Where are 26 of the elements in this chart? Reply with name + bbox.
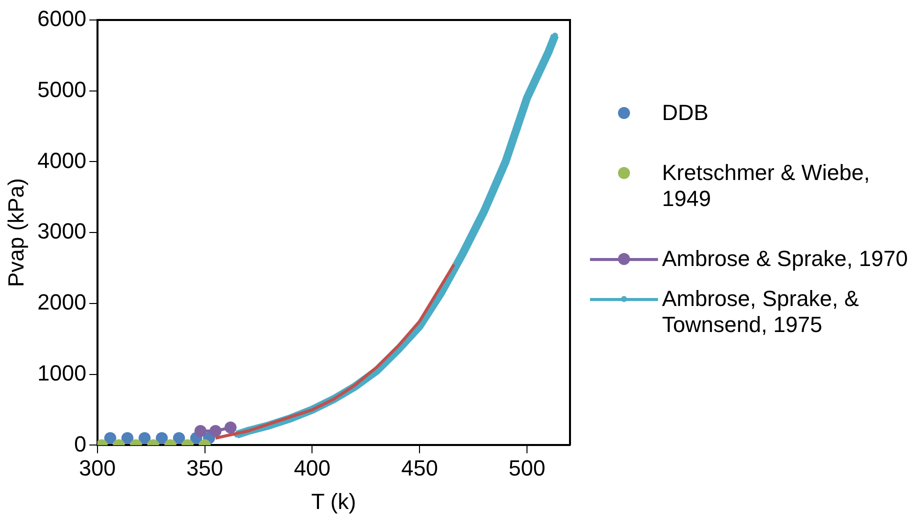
point xyxy=(104,432,116,444)
legend-label: DDB xyxy=(662,100,708,126)
legend-label: Ambrose & Sprake, 1970 xyxy=(662,246,908,272)
y-tick-label: 6000 xyxy=(37,6,86,32)
point xyxy=(224,421,237,434)
point xyxy=(156,432,168,444)
y-tick-label: 4000 xyxy=(37,148,86,173)
x-tick-label: 350 xyxy=(186,455,224,480)
point xyxy=(194,425,206,438)
y-axis-title: Pvap (kPa) xyxy=(3,178,28,288)
x-axis-title: T (k) xyxy=(311,488,356,514)
x-tick-label: 450 xyxy=(401,455,438,480)
y-tick-label: 2000 xyxy=(37,290,86,315)
x-tick-label: 500 xyxy=(508,455,546,480)
y-tick-label: 0 xyxy=(74,431,86,456)
point xyxy=(210,425,222,438)
y-tick-label: 5000 xyxy=(37,76,86,102)
legend-label: Ambrose, Sprake, & Townsend, 1975 xyxy=(662,286,860,338)
point xyxy=(121,432,134,444)
y-tick-label: 3000 xyxy=(37,218,86,244)
y-tick-label: 1000 xyxy=(37,360,86,386)
legend-label: Kretschmer & Wiebe, 1949 xyxy=(662,160,871,212)
x-tick-label: 300 xyxy=(78,455,116,480)
point xyxy=(138,432,151,444)
x-tick-label: 400 xyxy=(294,455,331,480)
point xyxy=(172,432,185,444)
